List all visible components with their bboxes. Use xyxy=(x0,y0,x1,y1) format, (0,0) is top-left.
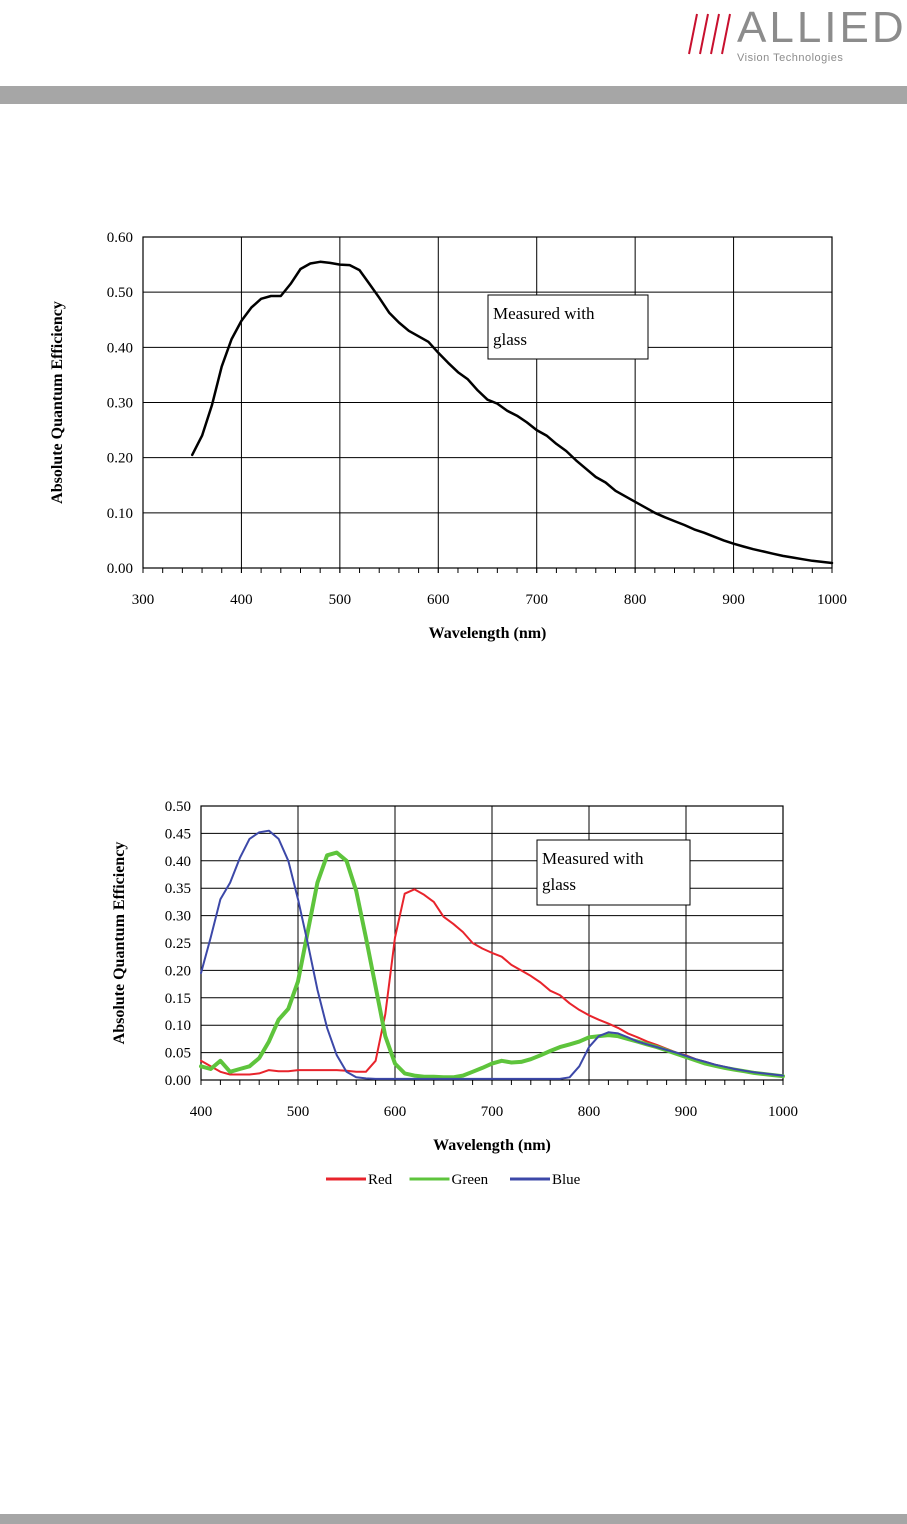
y-axis-label: Absolute Quantum Efficiency xyxy=(49,301,66,504)
y-tick-label: 0.60 xyxy=(107,230,133,246)
x-tick-label: 500 xyxy=(287,1104,310,1120)
y-tick-label: 0.00 xyxy=(165,1073,191,1089)
series-line-green xyxy=(199,850,785,1080)
y-tick-label: 0.10 xyxy=(165,1018,191,1034)
logo-subtitle: Vision Technologies xyxy=(737,52,844,64)
x-axis-label: Wavelength (nm) xyxy=(429,625,547,642)
x-axis-label: Wavelength (nm) xyxy=(433,1137,551,1154)
x-tick-label: 1000 xyxy=(768,1104,798,1120)
series-line-0 xyxy=(190,260,834,565)
x-tick-label: 300 xyxy=(132,592,155,608)
y-tick-label: 0.50 xyxy=(165,799,191,815)
y-tick-label: 0.35 xyxy=(165,881,191,897)
qe-rgb-chart: 0.00 0.05 0.10 0.15 0.20 0.25 0.30 0.35 0.40 0.45… xyxy=(111,799,798,1188)
annotation-box xyxy=(536,839,691,906)
y-tick-label: 0.30 xyxy=(107,396,133,412)
x-tick-label: 800 xyxy=(578,1104,601,1120)
y-tick-label: 0.45 xyxy=(165,826,191,842)
legend-label: Red xyxy=(368,1172,393,1188)
annotation-text: glass xyxy=(493,330,527,349)
x-tick-label: 500 xyxy=(329,592,352,608)
y-tick-label: 0.20 xyxy=(165,963,191,979)
x-tick-label: 800 xyxy=(624,592,647,608)
series-line-blue xyxy=(200,829,784,1080)
y-tick-label: 0.30 xyxy=(165,909,191,925)
x-tick-label: 700 xyxy=(525,592,548,608)
page-header: ALLIED Vision Technologies xyxy=(0,0,907,104)
x-tick-label: 400 xyxy=(190,1104,213,1120)
x-tick-label: 900 xyxy=(675,1104,698,1120)
header-bar xyxy=(0,86,907,104)
y-tick-label: 0.50 xyxy=(107,285,133,301)
annotation-text: glass xyxy=(542,875,576,894)
logo-wordmark: ALLIED xyxy=(737,3,907,52)
y-tick-label: 0.15 xyxy=(165,991,191,1007)
annotation-text: Measured with xyxy=(542,849,644,868)
allied-logo: ALLIED Vision Technologies xyxy=(687,6,907,70)
logo-slashes-icon xyxy=(688,13,731,55)
x-tick-label: 700 xyxy=(481,1104,504,1120)
y-tick-label: 0.25 xyxy=(165,936,191,952)
footer-bar xyxy=(0,1514,907,1524)
y-tick-label: 0.10 xyxy=(107,506,133,522)
y-tick-label: 0.00 xyxy=(107,561,133,577)
plot-frame xyxy=(200,805,784,1081)
x-tick-label: 600 xyxy=(427,592,450,608)
y-tick-label: 0.40 xyxy=(165,854,191,870)
x-tick-label: 900 xyxy=(722,592,745,608)
y-tick-label: 0.20 xyxy=(107,451,133,467)
annotation-text: Measured with xyxy=(493,304,595,323)
y-axis-label: Absolute Quantum Efficiency xyxy=(111,842,128,1045)
annotation-box xyxy=(487,294,649,360)
plot-frame xyxy=(142,236,833,569)
legend-label: Green xyxy=(452,1172,489,1188)
legend-label: Blue xyxy=(552,1172,581,1188)
y-tick-label: 0.40 xyxy=(107,340,133,356)
x-tick-label: 1000 xyxy=(817,592,847,608)
x-tick-label: 600 xyxy=(384,1104,407,1120)
y-tick-label: 0.05 xyxy=(165,1046,191,1062)
x-tick-label: 400 xyxy=(230,592,253,608)
qe-mono-chart: 0.00 0.10 0.20 0.30 0.40 0.50 0.60 300 400 500 600… xyxy=(49,230,847,642)
